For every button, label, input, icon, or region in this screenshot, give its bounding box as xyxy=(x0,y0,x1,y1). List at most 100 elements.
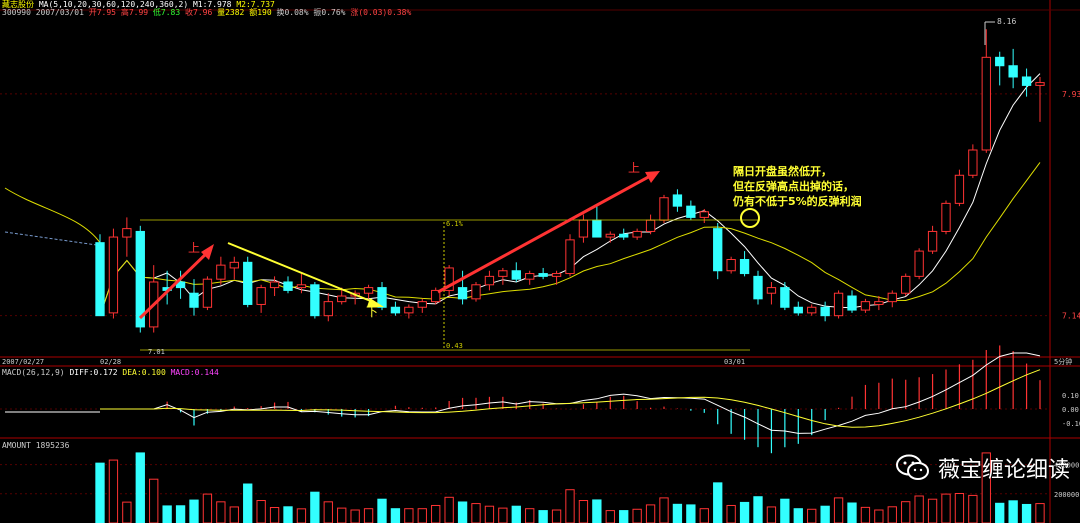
candle-body xyxy=(216,264,226,280)
amount-bar xyxy=(780,498,790,523)
time-tick-label: 2007/02/27 xyxy=(2,358,44,366)
watermark-text: 薇宝缠论细读 xyxy=(937,458,1070,483)
amplitude: 振0.76% xyxy=(313,8,346,17)
amount-bar xyxy=(565,489,575,523)
candle-body xyxy=(175,281,186,289)
high-price-label: 8.16 xyxy=(997,17,1016,26)
candle-body xyxy=(672,194,683,207)
candle-body xyxy=(310,284,320,317)
amount-bar xyxy=(363,508,374,523)
candle-body xyxy=(659,197,669,221)
amount-bar xyxy=(149,478,159,523)
arrow-up-mid xyxy=(437,173,653,294)
ma-long-lead xyxy=(4,187,101,243)
note-annotation: 隔日开盘虽然低开， 但在反弹高点出掉的话， 仍有不低于5%的反弹利润 xyxy=(733,164,862,209)
note-line-1: 隔日开盘虽然低开， xyxy=(733,165,832,178)
amount-bar xyxy=(766,506,777,523)
candle-body xyxy=(551,273,562,277)
amount-bar xyxy=(122,501,132,523)
watermark: 薇宝缠论细读 xyxy=(895,452,1070,484)
candle-body xyxy=(323,301,333,317)
amount-bar xyxy=(1021,503,1032,523)
candle-body xyxy=(901,275,911,294)
amount-bar xyxy=(592,499,602,523)
arrow-up-left-head xyxy=(201,244,214,260)
arrow-down xyxy=(227,242,379,305)
amount-bar xyxy=(538,510,548,523)
candle-body xyxy=(525,273,535,280)
amount-bar xyxy=(605,510,615,523)
label-up-mid: 上 xyxy=(628,161,640,175)
candle-body xyxy=(619,233,629,238)
level-bottom-label: 0.43 xyxy=(446,342,463,350)
amount-bar xyxy=(807,508,817,523)
amount-bar xyxy=(444,496,454,523)
amount-bar xyxy=(726,504,736,523)
ma-params: MA(5,10,20,30,60,120,240,360,2) xyxy=(38,0,189,9)
amount-bar xyxy=(659,497,669,523)
header-row-2: 300990 2007/03/01 开7.95 高7.99 低7.83 收7.9… xyxy=(2,8,411,18)
amount-bar xyxy=(377,498,387,523)
candle-body xyxy=(820,306,830,317)
candle-body xyxy=(954,174,965,204)
candle-body xyxy=(229,261,239,269)
highlight-circle xyxy=(740,208,760,228)
open-price: 开7.95 xyxy=(88,8,116,17)
amount-bar xyxy=(672,503,683,523)
candle-body xyxy=(793,306,803,314)
candle-body xyxy=(833,292,844,317)
candle-body xyxy=(645,219,656,232)
amount-bar xyxy=(256,500,266,523)
candle-body xyxy=(914,250,924,277)
volume: 量2382 xyxy=(217,8,245,17)
amount-bar xyxy=(135,452,145,523)
low-price: 低7.83 xyxy=(152,8,181,17)
macd-tick-label: -0.10 xyxy=(1062,420,1080,428)
candle-body xyxy=(457,287,468,300)
candle-body xyxy=(847,295,857,311)
amount-bar xyxy=(632,508,642,523)
candle-body xyxy=(377,287,387,308)
time-tick-label: 02/28 xyxy=(100,358,121,366)
wechat-icon xyxy=(895,454,930,482)
candle-body xyxy=(699,211,709,218)
candle-body xyxy=(296,284,307,289)
candle-body xyxy=(874,301,884,305)
price-tick-label: 7.93 xyxy=(1062,90,1080,99)
candle-body xyxy=(404,306,414,314)
amount-bar xyxy=(1008,500,1018,523)
candle-body xyxy=(686,205,696,218)
candle-body xyxy=(807,306,817,314)
ma-long-line xyxy=(99,162,1041,316)
amount-bar xyxy=(847,502,857,523)
amount-bar xyxy=(471,503,481,523)
amount-bar xyxy=(914,495,924,523)
amount-bar xyxy=(833,497,844,523)
turnover-rate: 换0.08% xyxy=(276,8,309,17)
candle-body xyxy=(766,287,777,294)
candle-body xyxy=(135,230,145,328)
candle-body xyxy=(995,56,1005,67)
ma-short-line xyxy=(99,73,1041,316)
candle-body xyxy=(578,219,589,238)
candle-body xyxy=(202,278,213,308)
candle-body xyxy=(95,242,105,317)
stock-name: 藏志股份 xyxy=(2,0,34,9)
candle-body xyxy=(968,149,978,176)
amount-bar xyxy=(283,506,293,523)
amount-bar xyxy=(525,508,535,523)
amount-bar xyxy=(995,502,1005,523)
stock-code: 300990 xyxy=(2,8,31,17)
candle-body xyxy=(337,295,347,303)
amount-bar xyxy=(484,505,495,523)
amount-bar xyxy=(941,493,951,523)
candle-body xyxy=(726,259,736,272)
amount-header: AMOUNT 1895236 xyxy=(2,441,70,450)
arrow-up-left xyxy=(138,248,212,320)
quote-date: 2007/03/01 xyxy=(35,8,84,17)
arrow-up-mid-head xyxy=(645,171,660,183)
candle-body xyxy=(713,228,723,272)
amount-bar xyxy=(108,459,119,523)
amount-bar xyxy=(645,504,656,523)
candle-body xyxy=(390,306,401,314)
